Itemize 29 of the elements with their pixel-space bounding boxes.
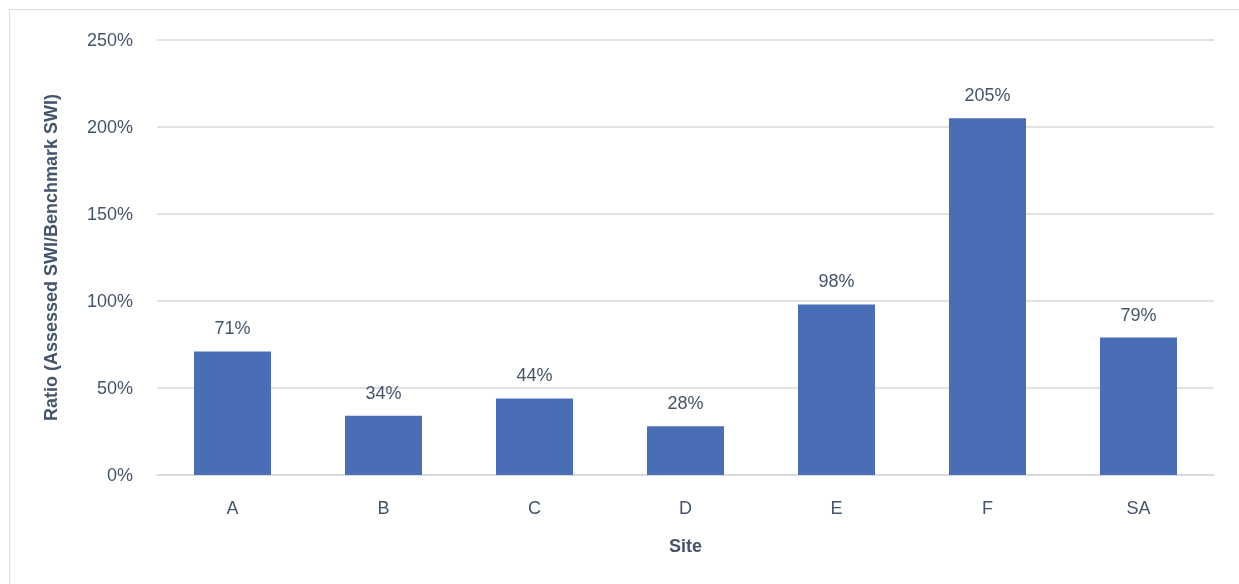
data-label: 34% — [365, 382, 402, 403]
bar — [1099, 337, 1177, 475]
data-label: 205% — [964, 85, 1011, 106]
y-tick-label: 250% — [86, 30, 133, 50]
data-label: 79% — [1120, 304, 1157, 325]
x-tick-label: D — [679, 498, 692, 518]
x-tick-label: SA — [1126, 498, 1151, 518]
x-tick-label: C — [528, 498, 541, 518]
bar — [647, 426, 725, 475]
x-axis-title: Site — [668, 536, 703, 556]
bar — [798, 304, 876, 475]
x-tick-label: A — [226, 498, 239, 518]
y-axis-title: Ratio (Assessed SWI/Benchmark SWI) — [41, 93, 61, 422]
data-label: 98% — [818, 271, 855, 292]
x-tick-label: E — [830, 498, 843, 518]
data-label: 28% — [667, 393, 704, 414]
bar — [194, 351, 272, 475]
bar — [496, 398, 574, 475]
y-tick-label: 50% — [96, 378, 133, 398]
y-tick-label: 0% — [106, 465, 133, 485]
data-label: 71% — [214, 318, 251, 339]
x-tick-label: B — [377, 498, 390, 518]
y-tick-label: 200% — [86, 117, 133, 137]
bar — [345, 415, 423, 475]
y-tick-label: 150% — [86, 204, 133, 224]
bar — [949, 118, 1027, 475]
y-tick-label: 100% — [86, 291, 133, 311]
data-label: 44% — [516, 365, 553, 386]
x-tick-label: F — [982, 498, 993, 518]
